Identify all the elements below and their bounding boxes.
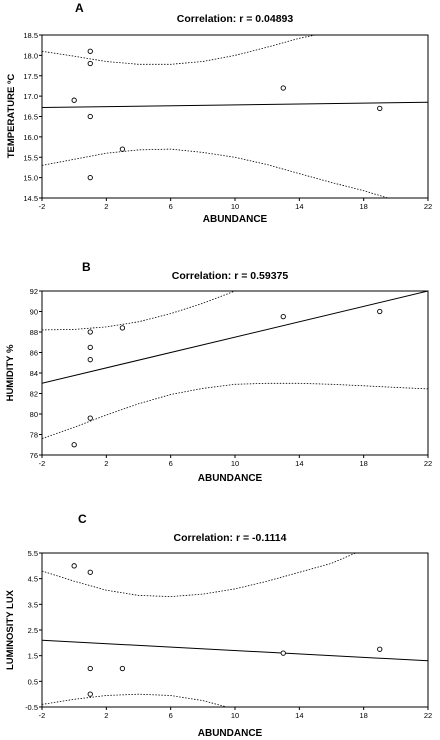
chart-3-data-point <box>87 569 93 575</box>
chart-2-y-tick-label: 82 <box>30 390 38 399</box>
chart-2-y-tick-label: 84 <box>30 369 38 378</box>
chart-3-x-tick-label: 6 <box>169 711 173 720</box>
chart-2-y-tick-label: 78 <box>30 431 38 440</box>
chart-1-x-tick-label: 18 <box>359 202 367 211</box>
chart-1-y-tick-label: 15.5 <box>23 153 38 162</box>
chart-1-data-point <box>280 85 286 91</box>
chart-3-y-axis-label: LUMINOSITY LUX <box>5 589 16 670</box>
chart-2-y-tick-label: 88 <box>30 328 38 337</box>
chart-1-data-point <box>87 48 93 54</box>
chart-3-data-point <box>280 650 286 656</box>
chart-1-data-point <box>87 60 93 67</box>
chart-2-y-axis-label: HUMIDITY % <box>5 344 16 401</box>
chart-1-x-tick-label: 2 <box>104 202 108 211</box>
chart-3-x-tick-label: 2 <box>104 711 108 720</box>
chart-3-y-tick-label: 4.5 <box>28 575 38 584</box>
chart-3-ci-upper-curve <box>42 553 356 598</box>
chart-2-regression-line <box>42 291 428 384</box>
chart-1-regression-line <box>42 101 428 109</box>
chart-1-data-point <box>119 146 126 152</box>
chart-1-data-point <box>87 174 93 181</box>
chart-2-data-point <box>280 313 286 320</box>
chart-1-y-tick-label: 16.0 <box>23 133 38 142</box>
chart-2-x-tick-label: 18 <box>359 459 367 468</box>
chart-3-regression-line <box>42 639 428 662</box>
chart-2-y-tick-label: 92 <box>30 287 38 296</box>
chart-1-ci-upper-curve <box>42 35 316 65</box>
chart-1-plot-frame <box>41 34 429 199</box>
chart-2-x-tick-label: -2 <box>39 459 46 468</box>
chart-1-y-tick-label: 17.0 <box>23 92 38 101</box>
chart-3-title: Correlation: r = -0.1114 <box>174 532 287 544</box>
chart-1-data-point <box>87 113 93 120</box>
chart-2-panel-label: B <box>82 260 91 274</box>
chart-2-ci-upper-curve <box>42 291 236 331</box>
chart-1-title: Correlation: r = 0.04893 <box>177 13 294 25</box>
chart-2-y-tick-label: 80 <box>30 410 38 419</box>
chart-3-data-point <box>119 665 126 672</box>
chart-2-data-point <box>87 329 93 335</box>
chart-3-data-point <box>87 691 93 697</box>
chart-1-y-tick-label: 15.0 <box>23 174 38 183</box>
chart-3-ci-lower-curve <box>42 693 228 707</box>
chart-2-x-tick-label: 22 <box>424 459 432 468</box>
chart-1-y-tick-label: 18.5 <box>23 31 38 40</box>
chart-3-panel-label: C <box>78 512 87 526</box>
chart-2-x-tick-label: 2 <box>104 459 108 468</box>
chart-2-x-tick-label: 14 <box>295 459 303 468</box>
chart-1-y-tick-label: 14.5 <box>23 194 38 203</box>
chart-3-plot-frame <box>41 552 429 708</box>
chart-3-y-tick-label: 1.5 <box>28 652 38 661</box>
chart-3-x-tick-label: 22 <box>424 711 432 720</box>
chart-1-x-tick-label: 10 <box>231 202 239 211</box>
chart-2-data-point <box>71 442 77 448</box>
chart-2-data-point <box>87 344 93 351</box>
chart-2-x-axis-label: ABUNDANCE <box>198 473 263 484</box>
chart-3-y-tick-label: 5.5 <box>28 549 38 558</box>
chart-2-ci-lower-curve <box>42 382 428 439</box>
chart-2-y-tick-label: 86 <box>30 349 38 358</box>
chart-3-x-tick-label: -2 <box>39 711 46 720</box>
chart-3-data-point <box>87 665 93 672</box>
chart-2-data-point <box>87 357 93 363</box>
chart-1-data-point <box>71 97 77 103</box>
chart-1-data-point <box>377 105 383 112</box>
chart-2-y-tick-label: 90 <box>30 308 38 317</box>
chart-2-plot-frame <box>41 290 429 456</box>
chart-1-x-tick-label: 6 <box>169 202 173 211</box>
chart-2-title: Correlation: r = 0.59375 <box>172 270 289 282</box>
chart-3-x-tick-label: 14 <box>295 711 303 720</box>
chart-2-data-point <box>119 325 126 331</box>
chart-3-y-tick-label: -0.5 <box>25 703 38 712</box>
chart-2-x-tick-label: 10 <box>231 459 239 468</box>
chart-1-y-tick-label: 18.0 <box>23 51 38 60</box>
chart-3-x-tick-label: 18 <box>359 711 367 720</box>
chart-1-x-axis-label: ABUNDANCE <box>203 214 268 225</box>
chart-2-data-point <box>87 415 93 421</box>
chart-3-x-axis-label: ABUNDANCE <box>198 728 263 739</box>
chart-1-y-axis-label: TEMPERATURE ºC <box>6 74 17 159</box>
chart-2-y-tick-label: 76 <box>30 451 38 460</box>
chart-1-y-tick-label: 17.5 <box>23 72 38 81</box>
chart-2-x-tick-label: 6 <box>169 459 173 468</box>
chart-3-x-tick-label: 10 <box>231 711 239 720</box>
chart-3-data-point <box>377 646 383 652</box>
chart-1-x-tick-label: 22 <box>424 202 432 211</box>
chart-1-ci-lower-curve <box>42 148 388 198</box>
chart-1-y-tick-label: 16.5 <box>23 113 38 122</box>
chart-3-y-tick-label: 2.5 <box>28 626 38 635</box>
chart-1-panel-label: A <box>75 1 84 15</box>
chart-1-x-tick-label: 14 <box>295 202 303 211</box>
chart-3-y-tick-label: 3.5 <box>28 600 38 609</box>
chart-2-data-point <box>377 308 383 315</box>
chart-1-x-tick-label: -2 <box>39 202 46 211</box>
chart-3-data-point <box>71 563 77 569</box>
chart-3-y-tick-label: 0.5 <box>28 677 38 686</box>
